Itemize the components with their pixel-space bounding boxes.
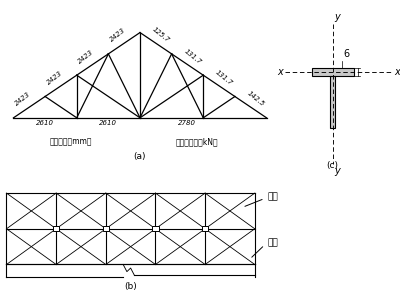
- Text: x: x: [277, 67, 283, 77]
- FancyBboxPatch shape: [330, 76, 335, 128]
- Text: 6: 6: [343, 49, 349, 59]
- Text: 131.7: 131.7: [183, 48, 202, 65]
- Text: 2423: 2423: [77, 48, 95, 64]
- Text: 125.7: 125.7: [151, 26, 171, 44]
- Text: 2610: 2610: [36, 120, 54, 126]
- Bar: [202, 226, 208, 231]
- Text: (b): (b): [124, 282, 137, 292]
- Text: (a): (a): [134, 152, 146, 161]
- Text: 2423: 2423: [46, 70, 63, 86]
- FancyBboxPatch shape: [312, 68, 354, 76]
- Text: y: y: [334, 166, 340, 176]
- Text: 142.5: 142.5: [246, 90, 266, 108]
- Text: 2423: 2423: [109, 27, 126, 43]
- Text: x: x: [394, 67, 400, 77]
- Text: (c): (c): [326, 161, 338, 170]
- Bar: [152, 226, 159, 231]
- Text: 2610: 2610: [99, 120, 117, 126]
- Text: 几何尺寸（mm）: 几何尺寸（mm）: [49, 137, 92, 147]
- Text: y: y: [334, 12, 340, 22]
- Bar: [102, 226, 109, 231]
- Bar: [53, 226, 59, 231]
- Text: 2780: 2780: [178, 120, 196, 126]
- Text: 檐条: 檐条: [267, 239, 278, 247]
- Text: 131.7: 131.7: [214, 69, 234, 86]
- Text: 连接: 连接: [267, 192, 278, 201]
- Text: 2423: 2423: [14, 91, 32, 107]
- Text: 上弦轴压力（kN）: 上弦轴压力（kN）: [176, 137, 218, 147]
